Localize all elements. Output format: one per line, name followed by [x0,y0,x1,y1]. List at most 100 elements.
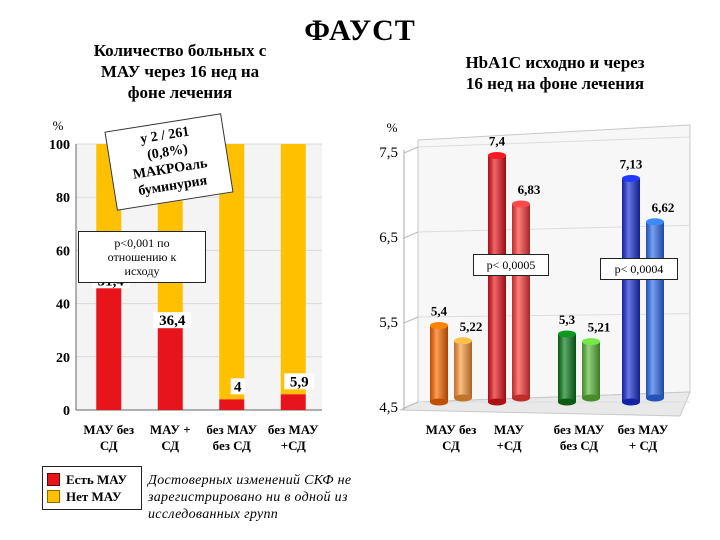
footnote-line: исследованных групп [148,507,279,522]
footnote: Достоверных изменений СКФ не зарегистрир… [148,472,418,523]
legend-label: Нет МАУ [66,489,122,504]
right-title-line: 16 нед на фоне лечения [465,74,645,93]
y-tick-label: 20 [56,351,70,366]
grid-line [403,146,419,154]
data-label: 5,3 [559,312,576,327]
p-value-note-no-mau-sd: р< 0,0004 [600,258,678,280]
grid-line [403,231,419,239]
footnote-line: Достоверных изменений СКФ не [148,473,352,488]
x-tick-label: МАУ [494,422,525,437]
x-tick-label: без СД [213,438,251,453]
bar-has-mau [280,394,306,410]
hba1c-bar-base [488,398,506,406]
y-tick-label: 80 [56,191,70,206]
x-tick-label: + СД [629,438,657,453]
hba1c-bar-top [582,338,600,346]
hba1c-bar-base [646,394,664,402]
data-label: 5,4 [431,304,448,319]
x-tick-label: МАУ + [150,422,191,437]
y-tick-label: 6,5 [379,230,398,246]
data-label: 4 [234,379,242,395]
legend: Есть МАУ Нет МАУ [42,466,142,510]
hba1c-bar-top [430,322,448,329]
y-axis-label: % [387,120,398,135]
y-tick-label: 0 [63,404,70,419]
bar-has-mau [219,399,245,410]
hba1c-bar-shading [430,325,448,402]
bar-has-mau [96,273,122,410]
p-note-line: отношению к [107,250,177,264]
y-tick-label: 5,5 [379,315,398,331]
data-label: 6,62 [652,200,675,215]
hba1c-bar-shading [558,334,576,402]
hba1c-bar-base [582,394,600,402]
hba1c-bar-base [512,394,530,402]
hba1c-bar-shading [646,221,664,398]
grid-line [417,136,691,148]
legend-swatch-yellow [47,490,60,503]
x-tick-label: без СД [560,438,598,453]
grid-line [417,313,691,318]
data-label-bg [230,378,245,395]
y-tick-label: 60 [56,244,70,259]
data-label-bg [153,312,192,329]
p-note-line: р<0,001 по [114,236,170,250]
bar-no-mau [280,144,306,395]
right-chart-title: HbA1C исходно и через 16 нед на фоне леч… [440,52,670,94]
data-label: 7,13 [620,156,643,171]
legend-item: Есть МАУ [47,472,137,487]
y-tick-label: 100 [49,138,70,153]
hba1c-bar-top [512,200,530,208]
left-title-line: Количество больных с [93,41,267,60]
data-label: 7,4 [489,134,506,149]
x-tick-label: СД [161,438,179,453]
x-tick-label: СД [442,438,460,453]
grid-line [403,401,419,409]
hba1c-bar-top [454,337,472,345]
right-title-line: HbA1C исходно и через [465,53,645,72]
x-tick-label: без МАУ [554,422,605,437]
y-tick-label: 40 [56,298,70,313]
data-label-bg [284,373,315,390]
legend-swatch-red [47,473,60,486]
data-label: 5,22 [460,319,483,334]
x-tick-label: +СД [281,438,306,453]
left-title-line: МАУ через 16 нед на [100,62,260,81]
hba1c-bar-base [430,398,448,406]
hba1c-bar-base [558,398,576,406]
x-tick-label: +СД [496,438,521,453]
hba1c-bar-shading [622,178,640,402]
x-tick-label: МАУ без [426,422,477,437]
hba1c-bar-shading [512,203,530,398]
grid-line [403,316,419,324]
y-tick-label: 4,5 [379,400,398,416]
x-tick-label: без МАУ [206,422,257,437]
hba1c-bar-top [558,330,576,338]
left-chart-title: Количество больных с МАУ через 16 нед на… [80,40,280,103]
page-title: ФАУСТ [304,14,416,47]
data-label: 36,4 [159,313,186,329]
hba1c-bar-shading [488,155,506,402]
hba1c-bar-top [488,152,506,159]
data-label: 6,83 [518,182,541,197]
hba1c-bar-shading [582,341,600,398]
footnote-line: зарегистрировано ни в одной из [148,490,348,505]
data-label: 5,9 [290,374,309,390]
hba1c-bar-base [622,398,640,406]
left-p-value-note: р<0,001 по отношению к исходу [78,231,206,283]
x-tick-label: без МАУ [268,422,319,437]
grid-line [417,224,691,233]
hba1c-bar-top [622,174,640,182]
data-label: 5,21 [588,320,611,335]
p-note-line: исходу [124,264,160,278]
legend-label: Есть МАУ [66,472,128,487]
x-tick-label: МАУ без [83,422,134,437]
hba1c-bar-shading [454,340,472,398]
y-tick-label: 7,5 [379,145,398,161]
bar-has-mau [157,313,183,410]
left-title-line: фоне лечения [127,83,233,102]
x-tick-label: СД [100,438,118,453]
hba1c-bar-base [454,394,472,402]
x-tick-label: без МАУ [618,422,669,437]
